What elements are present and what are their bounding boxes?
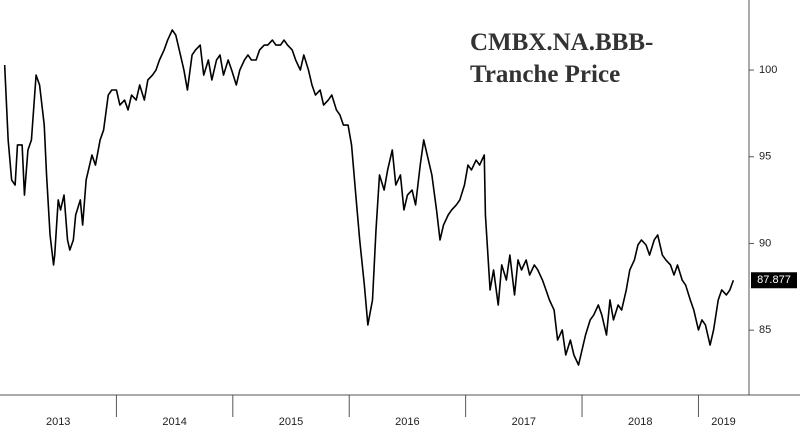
y-tick-label: 100: [759, 64, 777, 76]
last-value-label: 87.877: [757, 274, 791, 286]
chart-title-line: CMBX.NA.BBB-: [470, 29, 653, 56]
x-tick-label: 2016: [395, 416, 419, 428]
price-line: [3, 29, 735, 366]
x-tick-label: 2013: [46, 416, 70, 428]
y-tick-label: 90: [759, 237, 771, 249]
x-tick-label: 2019: [711, 416, 735, 428]
x-tick-label: 2015: [279, 416, 303, 428]
x-tick-label: 2018: [628, 416, 652, 428]
chart-title-line: Tranche Price: [470, 61, 620, 88]
last-value-box: [751, 272, 797, 289]
x-tick-label: 2014: [162, 416, 186, 428]
x-tick-label: 2017: [512, 416, 536, 428]
y-tick-label: 95: [759, 151, 771, 163]
y-tick-label: 85: [759, 324, 771, 336]
